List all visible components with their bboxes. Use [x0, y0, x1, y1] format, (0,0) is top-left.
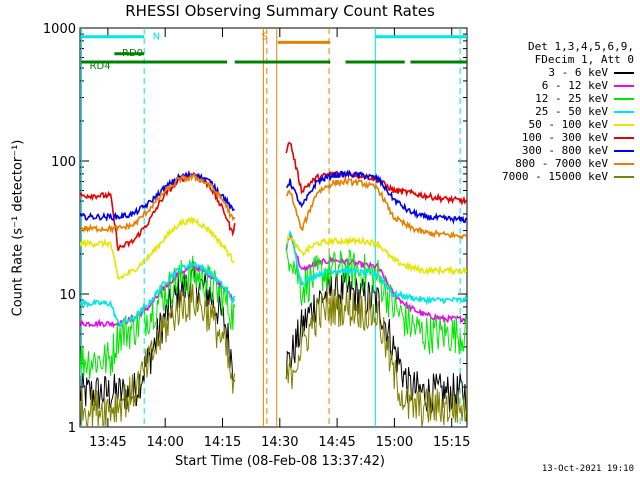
legend-label: 800 - 7000 keV: [515, 157, 608, 170]
legend-label: 12 - 25 keV: [535, 92, 608, 105]
legend-item: 300 - 800 keV: [478, 144, 634, 157]
series-line: [80, 141, 467, 252]
y-tick-label: 100: [51, 155, 76, 170]
status-bar-label: RD4: [90, 61, 111, 72]
legend-swatch: [614, 97, 634, 100]
legend-swatch: [614, 84, 634, 87]
series-line: [80, 216, 467, 280]
legend-label: 25 - 50 keV: [535, 105, 608, 118]
status-bar-label: N: [153, 32, 160, 43]
legend: Det 1,3,4,5,6,9, FDecim 1, Att 0 3 - 6 k…: [478, 40, 634, 183]
legend-header-line-1: Det 1,3,4,5,6,9,: [528, 40, 634, 53]
x-tick-label: 14:45: [318, 435, 355, 450]
legend-label: 100 - 300 keV: [521, 131, 608, 144]
render-timestamp: 13-Oct-2021 19:10: [541, 464, 634, 474]
x-axis-label: Start Time (08-Feb-08 13:37:42): [175, 454, 385, 469]
series-line: [80, 282, 467, 427]
legend-label: 50 - 100 keV: [528, 118, 608, 131]
legend-item: 50 - 100 keV: [478, 118, 634, 131]
legend-label: 7000 - 15000 keV: [502, 170, 608, 183]
legend-item: 7000 - 15000 keV: [478, 170, 634, 183]
x-tick-label: 15:15: [433, 435, 470, 450]
y-tick-label: 1: [68, 421, 76, 436]
legend-label: 6 - 12 keV: [541, 79, 608, 92]
legend-label: 300 - 800 keV: [521, 144, 608, 157]
legend-entries: 3 - 6 keV 6 - 12 keV 12 - 25 keV 25 - 50 ke…: [478, 66, 634, 183]
legend-item: 100 - 300 keV: [478, 131, 634, 144]
status-bar-label: RD0: [122, 48, 143, 59]
x-tick-label: 14:00: [146, 435, 183, 450]
legend-item: 800 - 7000 keV: [478, 157, 634, 170]
legend-swatch: [614, 149, 634, 152]
x-tick-label: 14:30: [261, 435, 298, 450]
legend-item: 6 - 12 keV: [478, 79, 634, 92]
legend-item: 3 - 6 keV: [478, 66, 634, 79]
legend-swatch: [614, 136, 634, 139]
legend-swatch: [614, 71, 634, 74]
y-tick-label: 10: [59, 288, 76, 303]
legend-swatch: [614, 110, 634, 113]
x-tick-label: 15:00: [376, 435, 413, 450]
legend-swatch: [614, 123, 634, 126]
chart-title: RHESSI Observing Summary Count Rates: [125, 2, 435, 20]
legend-header-line-2: FDecim 1, Att 0: [534, 53, 634, 66]
legend-swatch: [614, 162, 634, 165]
plot-frame: [79, 27, 468, 428]
y-axis-label: Count Rate (s⁻¹ detector⁻¹): [10, 139, 26, 317]
series-line: [80, 229, 467, 328]
series-line: [80, 173, 467, 241]
legend-item: 12 - 25 keV: [478, 92, 634, 105]
status-bar-label: S: [261, 32, 267, 43]
series-line: [80, 169, 467, 225]
series-line: [80, 261, 467, 414]
legend-item: 25 - 50 keV: [478, 105, 634, 118]
legend-label: 3 - 6 keV: [548, 66, 608, 79]
x-tick-label: 13:45: [89, 435, 126, 450]
x-tick-label: 14:15: [204, 435, 241, 450]
y-tick-label: 1000: [43, 22, 76, 37]
legend-swatch: [614, 175, 634, 178]
